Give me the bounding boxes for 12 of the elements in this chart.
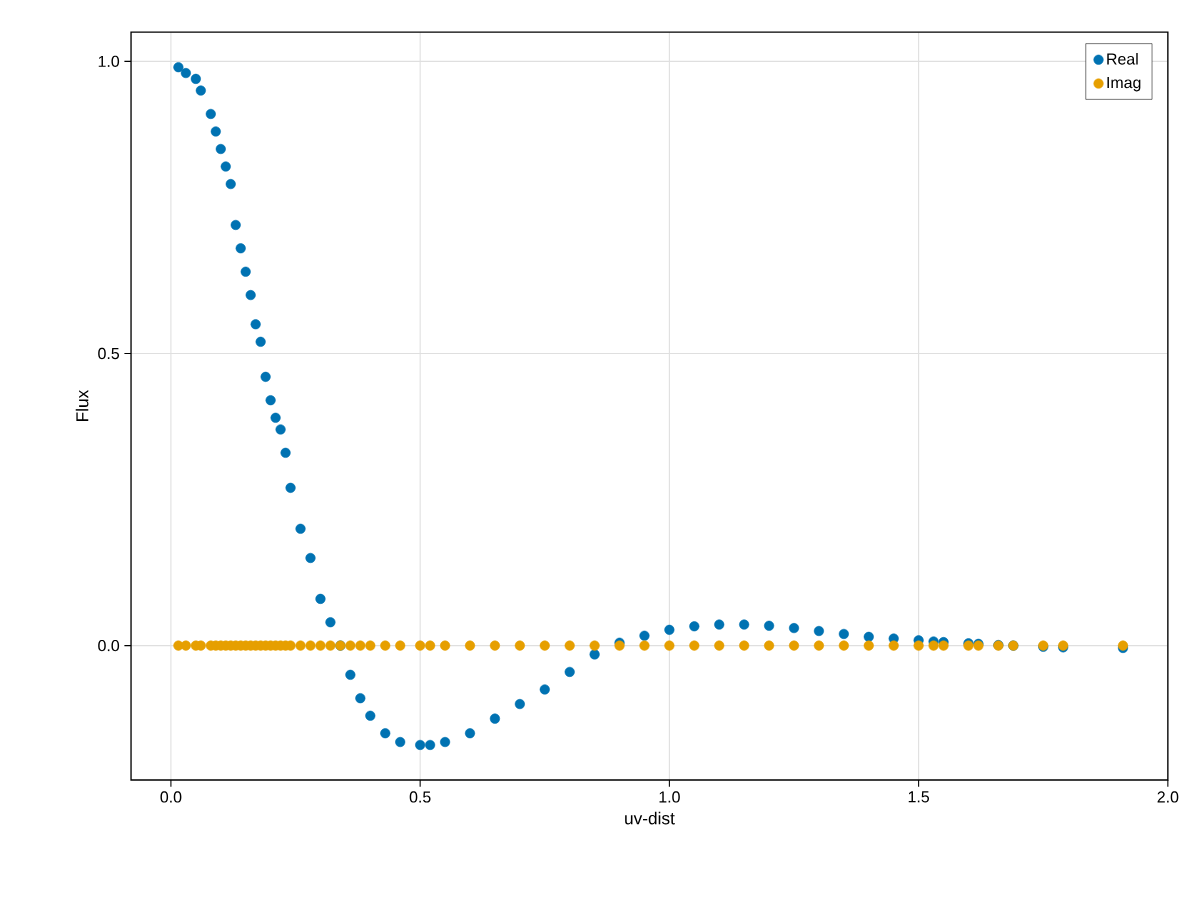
x-tick-label: 1.5 (908, 791, 930, 803)
x-tick-label: 0.5 (409, 791, 431, 803)
x-axis-title: uv-dist (625, 811, 675, 825)
y-tick-label: 1.0 (98, 55, 120, 67)
y-tick-label: 0.5 (98, 347, 120, 360)
legend-label: Imag (1107, 77, 1141, 92)
x-tick-label: 2.0 (1157, 791, 1179, 803)
legend-label: Real (1107, 52, 1138, 65)
y-tick-label: 0.0 (98, 639, 120, 652)
y-axis-title: Flux (75, 389, 89, 421)
x-tick-label: 0.0 (160, 791, 182, 803)
x-tick-label: 1.0 (659, 791, 680, 803)
